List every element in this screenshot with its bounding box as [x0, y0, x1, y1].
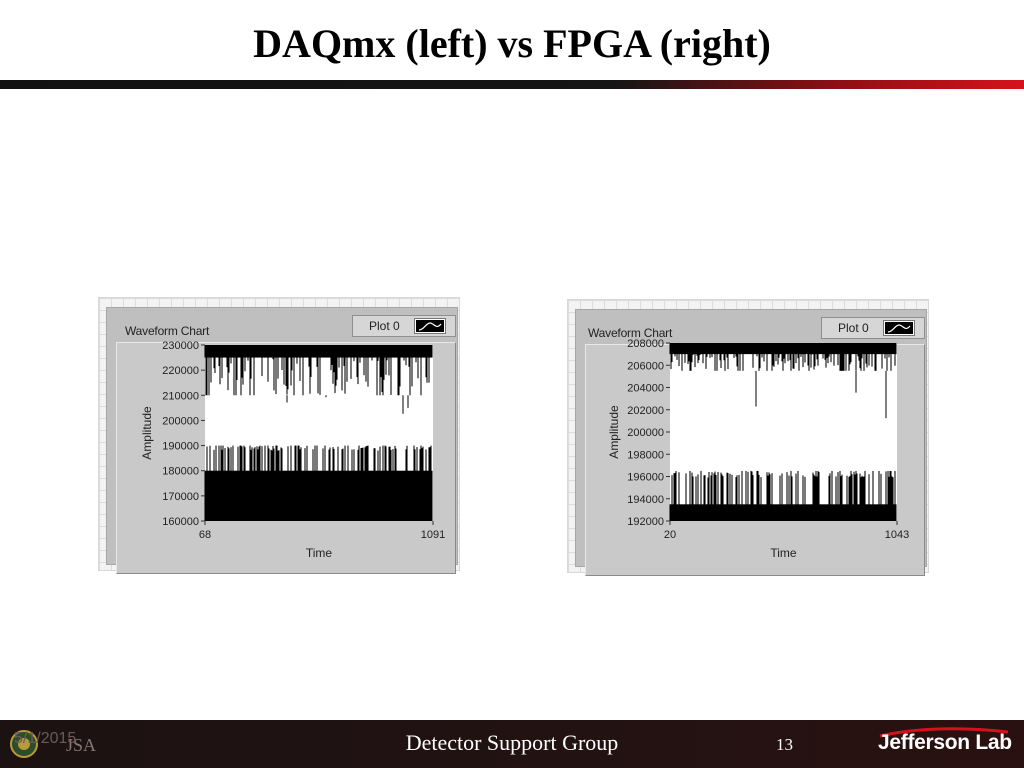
daqmx-x-tick-label: 1091 — [421, 529, 445, 541]
jefferson-lab-logo: Jefferson Lab — [878, 731, 1012, 754]
jsa-logo-text: JSA — [66, 735, 96, 755]
daqmx-chart-svg: 230000 220000 210000 200000 190000 180000 1700… — [140, 340, 445, 560]
fpga-chart-svg: 208000 206000 204000 202000 200000 198000 1960… — [607, 338, 909, 560]
fpga-chart-title: Waveform Chart — [588, 326, 673, 340]
daqmx-y-tick-label: 230000 — [162, 340, 199, 352]
footer-group-name: Detector Support Group — [405, 730, 619, 755]
daqmx-y-tick-label: 220000 — [162, 365, 199, 377]
fpga-chart-panel: Waveform Chart Plot 0 208000 206000 204000… — [567, 299, 929, 576]
fpga-legend-label: Plot 0 — [838, 321, 869, 335]
fpga-y-tick-label: 196000 — [627, 472, 664, 484]
daqmx-y-tick-label: 200000 — [162, 415, 199, 427]
fpga-y-tick-label: 194000 — [627, 494, 664, 506]
daqmx-chart-frame: Waveform Chart Plot 0 230000 220000 210000… — [106, 307, 458, 574]
fpga-y-tick-label: 206000 — [627, 360, 664, 372]
daqmx-x-tick-label: 68 — [199, 529, 211, 541]
fpga-x-tick-label: 20 — [664, 529, 676, 541]
title-rule — [0, 80, 1024, 89]
daqmx-legend-label: Plot 0 — [369, 319, 400, 333]
fpga-y-tick-label: 192000 — [627, 516, 664, 528]
daqmx-y-tick-label: 190000 — [162, 441, 199, 453]
fpga-y-axis-label: Amplitude — [607, 405, 621, 459]
fpga-y-tick-label: 202000 — [627, 405, 664, 417]
daqmx-y-tick-label: 210000 — [162, 390, 199, 402]
daqmx-legend[interactable]: Plot 0 — [352, 315, 456, 337]
fpga-chart-frame: Waveform Chart Plot 0 208000 206000 204000… — [575, 309, 927, 576]
daqmx-y-axis-label: Amplitude — [140, 406, 154, 460]
daqmx-x-axis-label: Time — [306, 546, 333, 560]
waveform-icon — [418, 322, 442, 331]
fpga-y-tick-label: 200000 — [627, 427, 664, 439]
fpga-y-tick-label: 198000 — [627, 449, 664, 461]
daqmx-y-tick-label: 180000 — [162, 466, 199, 478]
footer-bar: JSA 5/1/2015 Detector Support Group 13 J… — [0, 720, 1024, 768]
daqmx-chart-title: Waveform Chart — [125, 324, 210, 338]
fpga-legend-swatch — [883, 320, 915, 336]
doe-jsa-logo-icon: JSA — [10, 730, 96, 758]
fpga-y-tick-label: 204000 — [627, 383, 664, 395]
slide-title: DAQmx (left) vs FPGA (right) — [253, 21, 771, 66]
daqmx-chart-panel: Waveform Chart Plot 0 230000 220000 210000… — [98, 297, 460, 574]
footer-date: 5/1/2015 — [14, 730, 77, 747]
daqmx-y-tick-label: 160000 — [162, 516, 199, 528]
jefferson-lab-swoosh-icon — [879, 727, 1009, 738]
waveform-icon — [887, 324, 911, 333]
fpga-trace — [669, 343, 897, 521]
daqmx-y-tick-label: 170000 — [162, 491, 199, 503]
daqmx-legend-swatch — [414, 318, 446, 334]
daqmx-trace — [204, 345, 433, 521]
fpga-legend[interactable]: Plot 0 — [821, 317, 925, 339]
fpga-x-axis-label: Time — [770, 546, 797, 560]
fpga-y-tick-label: 208000 — [627, 338, 664, 350]
fpga-x-tick-label: 1043 — [885, 529, 909, 541]
page-number: 13 — [776, 735, 793, 754]
